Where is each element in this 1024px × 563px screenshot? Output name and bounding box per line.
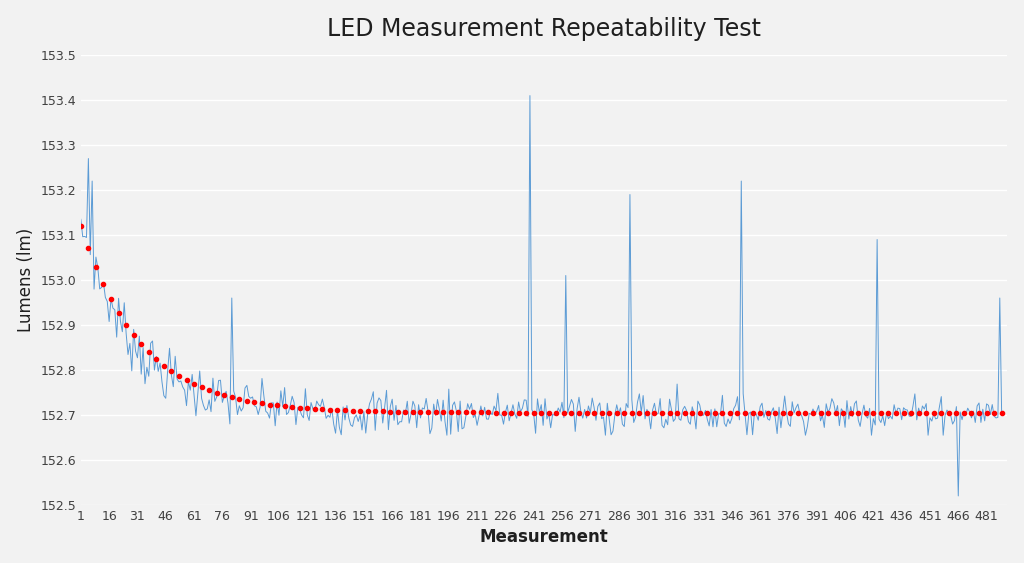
X-axis label: Measurement: Measurement — [479, 528, 608, 546]
Y-axis label: Lumens (lm): Lumens (lm) — [16, 228, 35, 332]
Title: LED Measurement Repeatability Test: LED Measurement Repeatability Test — [327, 17, 761, 41]
